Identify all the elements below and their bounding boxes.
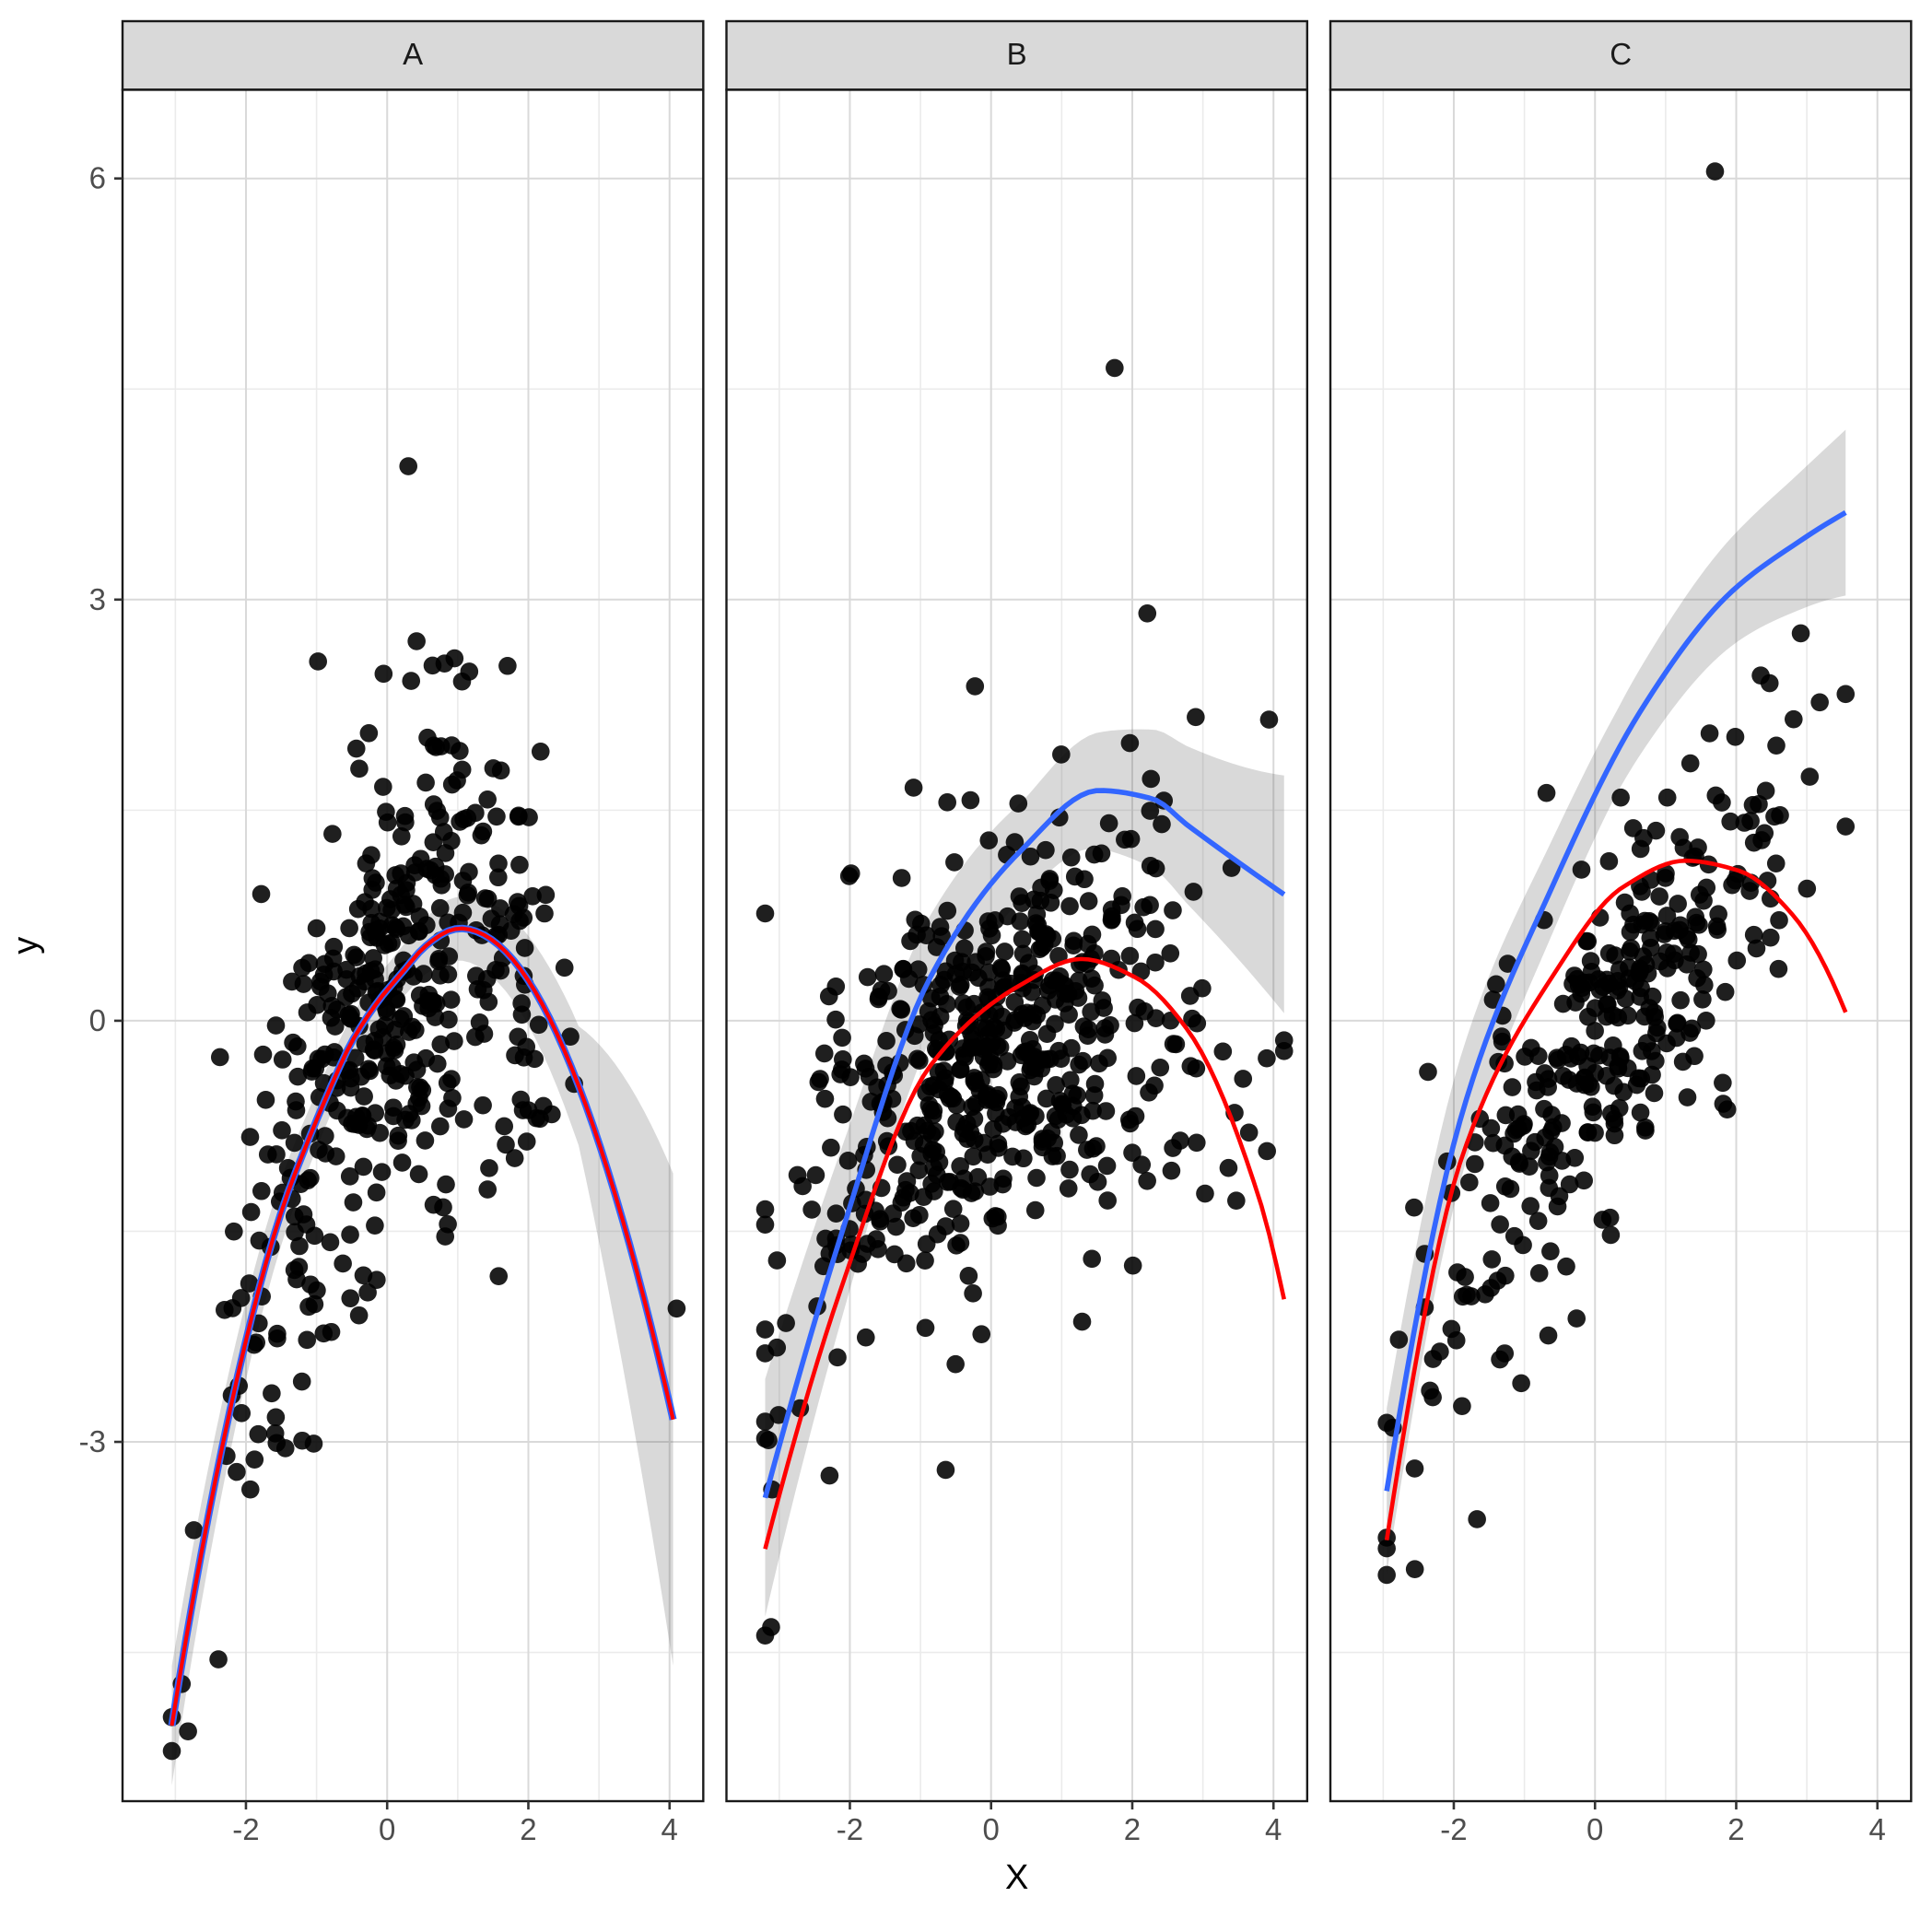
svg-text:4: 4 [1869, 1812, 1886, 1846]
svg-text:0: 0 [89, 1003, 106, 1037]
svg-text:-2: -2 [837, 1812, 863, 1846]
svg-text:B: B [1007, 37, 1027, 71]
svg-text:4: 4 [662, 1812, 678, 1846]
svg-text:y: y [6, 937, 45, 954]
svg-text:2: 2 [1124, 1812, 1141, 1846]
svg-text:0: 0 [983, 1812, 1000, 1846]
svg-text:C: C [1610, 37, 1632, 71]
svg-text:3: 3 [89, 582, 106, 616]
svg-text:0: 0 [1587, 1812, 1603, 1846]
svg-text:-2: -2 [1440, 1812, 1467, 1846]
svg-text:6: 6 [89, 161, 106, 195]
svg-text:2: 2 [1727, 1812, 1744, 1846]
svg-text:A: A [403, 37, 423, 71]
svg-text:2: 2 [520, 1812, 536, 1846]
svg-text:-3: -3 [79, 1424, 106, 1458]
svg-text:4: 4 [1265, 1812, 1282, 1846]
svg-text:-2: -2 [232, 1812, 259, 1846]
svg-text:0: 0 [379, 1812, 395, 1846]
svg-text:X: X [1005, 1858, 1028, 1897]
